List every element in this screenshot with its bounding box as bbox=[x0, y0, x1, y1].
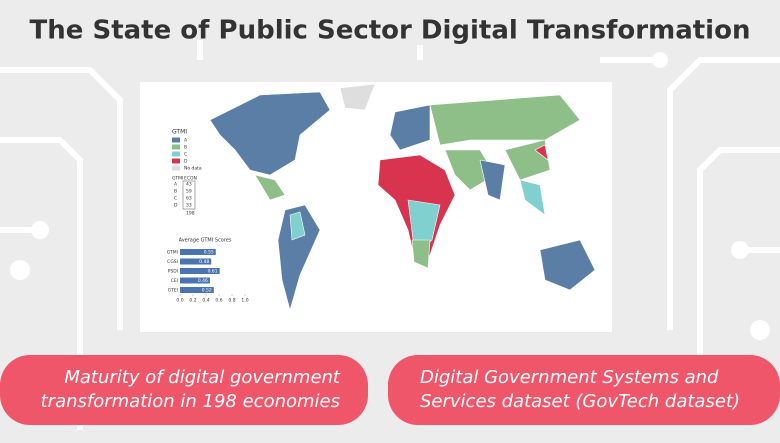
table-cell: 63 bbox=[186, 196, 192, 202]
pill-left-text: Maturity of digital government transforma… bbox=[41, 367, 341, 412]
circuit-background bbox=[0, 40, 780, 430]
bar bbox=[180, 268, 220, 274]
legend-title: GTMI bbox=[172, 129, 187, 136]
econ-table: GTMI ECON A 43 B 59 C 63 D 33 198 bbox=[172, 176, 197, 217]
y-tick-label: GTMI bbox=[167, 250, 178, 256]
legend-swatch bbox=[172, 158, 180, 164]
table-cell: B bbox=[174, 189, 177, 195]
x-tick-label: 0.6 bbox=[215, 298, 222, 304]
table-cell: 59 bbox=[186, 189, 192, 195]
y-tick-label: PSDI bbox=[168, 269, 178, 275]
circuit-nodes bbox=[10, 52, 770, 340]
x-tick-label: 0.0 bbox=[176, 298, 183, 304]
value-label: 0.48 bbox=[199, 259, 209, 265]
legend-label: C bbox=[184, 152, 187, 158]
bar bbox=[180, 249, 216, 255]
table-header: ECON bbox=[184, 176, 197, 182]
table-total: 198 bbox=[186, 211, 195, 217]
scores-chart: Average GTMI Scores 0.0 0.2 0.4 0.6 0.8 1.0 GT… bbox=[167, 238, 249, 304]
legend-label: No data bbox=[184, 166, 202, 172]
value-label: 0.61 bbox=[208, 269, 218, 275]
pill-right-text: Digital Government Systems and Services d… bbox=[420, 367, 740, 412]
bar bbox=[180, 277, 210, 284]
table-cell: A bbox=[174, 182, 178, 188]
pill-line: Digital Government Systems and bbox=[420, 367, 719, 388]
world-map bbox=[209, 83, 596, 312]
table-cell: C bbox=[174, 196, 177, 202]
value-label: 0.46 bbox=[198, 278, 208, 284]
table-cell: 33 bbox=[186, 203, 192, 209]
legend-swatch bbox=[172, 144, 180, 150]
table-cell: D bbox=[174, 203, 178, 209]
legend-label: B bbox=[184, 145, 187, 151]
value-label: 0.55 bbox=[204, 250, 214, 256]
table-header: GTMI bbox=[172, 176, 183, 182]
legend-swatch bbox=[172, 137, 180, 143]
table-box bbox=[182, 180, 196, 210]
bar bbox=[180, 287, 214, 293]
y-tick-label: CGSI bbox=[167, 259, 178, 265]
pill-right bbox=[388, 355, 780, 425]
pill-line: Maturity of digital government bbox=[64, 367, 341, 388]
y-tick-label: CEI bbox=[171, 278, 178, 284]
value-label: 0.52 bbox=[202, 288, 212, 294]
x-tick-label: 1.0 bbox=[241, 298, 248, 304]
y-tick-label: GTEI bbox=[168, 288, 178, 294]
table-cell: 43 bbox=[186, 182, 192, 188]
legend-label: A bbox=[184, 138, 188, 144]
legend-swatch bbox=[172, 151, 180, 157]
legend-swatch bbox=[172, 165, 180, 171]
pill-left bbox=[0, 355, 368, 425]
x-tick-label: 0.2 bbox=[189, 298, 196, 304]
x-tick-label: 0.8 bbox=[228, 298, 235, 304]
slide-title: The State of Public Sector Digital Trans… bbox=[30, 16, 751, 46]
legend-label: D bbox=[184, 159, 188, 165]
x-tick-label: 0.4 bbox=[202, 298, 209, 304]
bar bbox=[180, 258, 212, 265]
pill-line: Services dataset (GovTech dataset) bbox=[420, 391, 740, 412]
pill-line: transformation in 198 economies bbox=[41, 391, 340, 412]
scores-title: Average GTMI Scores bbox=[179, 238, 232, 244]
